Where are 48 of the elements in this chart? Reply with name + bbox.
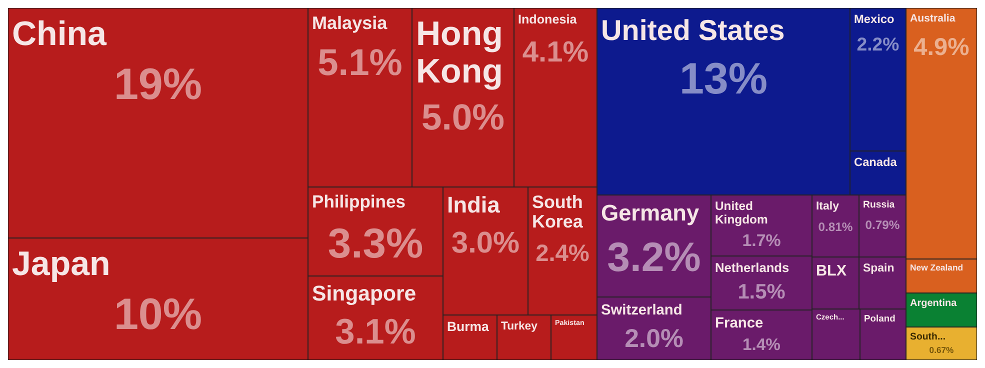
- category-label: Switzerland: [601, 302, 682, 319]
- data-label: 0.67%: [929, 344, 954, 355]
- data-label: 4.1%: [522, 36, 589, 68]
- category-label: France: [715, 316, 764, 332]
- category-label: Spain: [863, 262, 894, 274]
- category-label: Mexico: [854, 12, 894, 26]
- data-label: 2.2%: [856, 34, 900, 55]
- category-label: Poland: [864, 312, 896, 324]
- category-label: South Korea: [532, 192, 584, 232]
- category-label: Malaysia: [312, 13, 388, 34]
- data-label: 1.5%: [738, 280, 786, 304]
- category-label: Argentina: [910, 298, 958, 309]
- data-label: 4.9%: [914, 34, 970, 61]
- category-label: China: [12, 15, 108, 53]
- category-label: Philippines: [312, 192, 406, 212]
- category-label: Hong Kong: [416, 15, 503, 90]
- data-label: 13%: [679, 54, 768, 104]
- data-label: 0.79%: [865, 218, 900, 232]
- data-label: 3.3%: [328, 219, 424, 266]
- category-label: New Zealand: [910, 262, 964, 273]
- data-label: 2.0%: [624, 324, 684, 353]
- category-label: South...: [910, 332, 946, 343]
- category-label: Japan: [12, 245, 110, 283]
- data-label: 3.2%: [607, 234, 701, 280]
- category-label: United States: [601, 14, 785, 47]
- category-label: Italy: [816, 200, 840, 212]
- data-label: 10%: [114, 290, 202, 340]
- data-label: 1.7%: [742, 231, 781, 250]
- data-label: 3.1%: [335, 312, 416, 352]
- category-label: Australia: [910, 12, 956, 25]
- data-label: 5.1%: [318, 41, 402, 84]
- category-label: Russia: [863, 200, 896, 211]
- category-label: Netherlands: [715, 260, 790, 275]
- category-label: Singapore: [312, 281, 416, 306]
- category-label: Canada: [854, 154, 898, 169]
- data-label: 0.81%: [818, 220, 853, 234]
- category-label: Indonesia: [518, 12, 578, 27]
- data-label: 1.4%: [742, 335, 781, 354]
- category-label: Germany: [601, 200, 700, 226]
- category-label: Burma: [447, 319, 490, 334]
- data-label: 19%: [114, 60, 202, 110]
- data-label: 2.4%: [536, 240, 590, 267]
- data-label: 3.0%: [452, 226, 520, 260]
- category-label: India: [447, 192, 500, 218]
- data-label: 5.0%: [421, 96, 505, 138]
- category-label: BLX: [816, 262, 848, 280]
- category-label: United Kingdom: [715, 199, 768, 227]
- category-label: Turkey: [501, 320, 538, 332]
